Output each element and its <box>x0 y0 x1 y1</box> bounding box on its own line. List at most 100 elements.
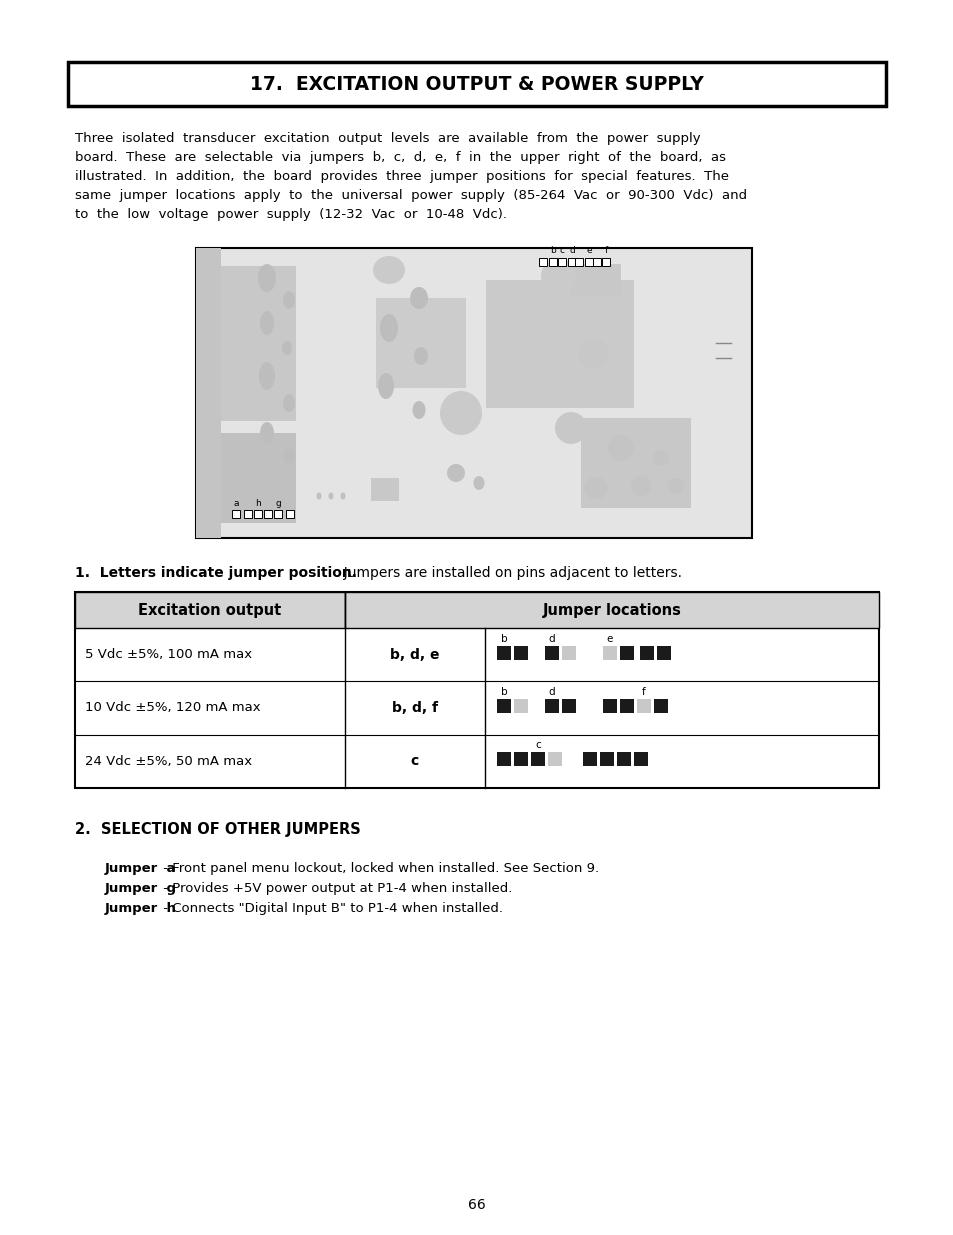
Text: - Provides +5V power output at P1-4 when installed.: - Provides +5V power output at P1-4 when… <box>159 882 512 895</box>
Bar <box>274 510 282 517</box>
Bar <box>485 280 634 408</box>
Text: c: c <box>535 740 540 751</box>
Bar <box>580 417 690 508</box>
Ellipse shape <box>578 338 607 368</box>
Bar <box>195 248 751 538</box>
Text: Excitation output: Excitation output <box>138 603 281 618</box>
Text: Jumper locations: Jumper locations <box>542 603 680 618</box>
Bar <box>561 699 576 713</box>
Text: same  jumper  locations  apply  to  the  universal  power  supply  (85-264  Vac : same jumper locations apply to the unive… <box>75 189 746 203</box>
Text: Three  isolated  transducer  excitation  output  levels  are  available  from  t: Three isolated transducer excitation out… <box>75 132 700 144</box>
Text: - Connects "Digital Input B" to P1-4 when installed.: - Connects "Digital Input B" to P1-4 whe… <box>159 902 502 915</box>
Text: b: b <box>500 634 507 643</box>
Text: Jumpers are installed on pins adjacent to letters.: Jumpers are installed on pins adjacent t… <box>335 566 681 580</box>
Bar <box>286 510 294 517</box>
Text: illustrated.  In  addition,  the  board  provides  three  jumper  positions  for: illustrated. In addition, the board prov… <box>75 170 728 183</box>
Ellipse shape <box>283 291 294 309</box>
Bar <box>221 266 295 421</box>
Bar <box>619 646 634 659</box>
Bar <box>639 646 654 659</box>
Bar <box>514 752 527 767</box>
Text: g: g <box>274 499 280 508</box>
Bar <box>601 258 609 266</box>
Text: c: c <box>411 755 418 768</box>
Bar <box>531 752 544 767</box>
Bar <box>584 258 593 266</box>
Bar <box>221 433 295 522</box>
Ellipse shape <box>340 493 345 499</box>
Text: b: b <box>500 687 507 697</box>
Bar <box>371 478 398 501</box>
Ellipse shape <box>377 373 394 399</box>
Text: Jumper  h: Jumper h <box>105 902 176 915</box>
Text: d: d <box>569 246 575 254</box>
Bar <box>75 592 345 629</box>
Ellipse shape <box>555 412 586 445</box>
Bar <box>617 752 630 767</box>
Ellipse shape <box>414 347 428 366</box>
Text: 66: 66 <box>468 1198 485 1212</box>
Bar <box>561 646 576 659</box>
Bar <box>232 510 240 517</box>
Bar <box>602 646 617 659</box>
Bar <box>657 646 670 659</box>
Text: e: e <box>606 634 613 643</box>
Bar <box>497 699 511 713</box>
Ellipse shape <box>282 341 292 354</box>
Bar <box>582 752 597 767</box>
Ellipse shape <box>540 259 577 293</box>
Text: 2.  SELECTION OF OTHER JUMPERS: 2. SELECTION OF OTHER JUMPERS <box>75 823 360 837</box>
Bar <box>264 510 272 517</box>
Text: 24 Vdc ±5%, 50 mA max: 24 Vdc ±5%, 50 mA max <box>85 755 252 768</box>
Ellipse shape <box>260 422 274 445</box>
Ellipse shape <box>652 450 668 466</box>
Bar <box>654 699 667 713</box>
Bar <box>497 752 511 767</box>
Bar <box>514 646 527 659</box>
Ellipse shape <box>447 464 464 482</box>
Bar <box>634 752 647 767</box>
Text: 10 Vdc ±5%, 120 mA max: 10 Vdc ±5%, 120 mA max <box>85 701 260 715</box>
Text: f: f <box>641 687 645 697</box>
Bar <box>195 248 221 538</box>
Text: f: f <box>604 246 607 254</box>
Ellipse shape <box>439 391 481 435</box>
Bar <box>575 258 582 266</box>
Ellipse shape <box>373 256 405 284</box>
Bar <box>602 699 617 713</box>
Text: c: c <box>558 246 564 254</box>
Ellipse shape <box>257 264 275 291</box>
Bar <box>548 258 557 266</box>
Bar <box>497 646 511 659</box>
Text: d: d <box>548 634 555 643</box>
Text: 1.  Letters indicate jumper position.: 1. Letters indicate jumper position. <box>75 566 356 580</box>
Bar <box>567 258 576 266</box>
Bar <box>253 510 262 517</box>
Ellipse shape <box>412 401 425 419</box>
Text: Jumper  g: Jumper g <box>105 882 177 895</box>
Ellipse shape <box>630 475 650 496</box>
Bar <box>547 752 561 767</box>
Bar <box>244 510 252 517</box>
Bar <box>544 646 558 659</box>
Bar <box>514 699 527 713</box>
Ellipse shape <box>258 362 274 390</box>
Text: b, d, e: b, d, e <box>390 647 439 662</box>
Bar <box>544 699 558 713</box>
Bar <box>538 258 546 266</box>
Ellipse shape <box>283 448 294 464</box>
Text: 17.  EXCITATION OUTPUT & POWER SUPPLY: 17. EXCITATION OUTPUT & POWER SUPPLY <box>250 74 703 94</box>
Text: a: a <box>233 499 238 508</box>
Bar <box>75 592 878 788</box>
Text: h: h <box>254 499 260 508</box>
Bar <box>345 592 878 629</box>
Bar <box>637 699 650 713</box>
Text: 5 Vdc ±5%, 100 mA max: 5 Vdc ±5%, 100 mA max <box>85 648 252 661</box>
Text: - Front panel menu lockout, locked when installed. See Section 9.: - Front panel menu lockout, locked when … <box>159 862 598 876</box>
Ellipse shape <box>283 394 294 412</box>
Text: e: e <box>585 246 591 254</box>
Text: Jumper  a: Jumper a <box>105 862 176 876</box>
Text: b, d, f: b, d, f <box>392 701 437 715</box>
Text: board.  These  are  selectable  via  jumpers  b,  c,  d,  e,  f  in  the  upper : board. These are selectable via jumpers … <box>75 151 725 164</box>
Bar <box>599 752 614 767</box>
